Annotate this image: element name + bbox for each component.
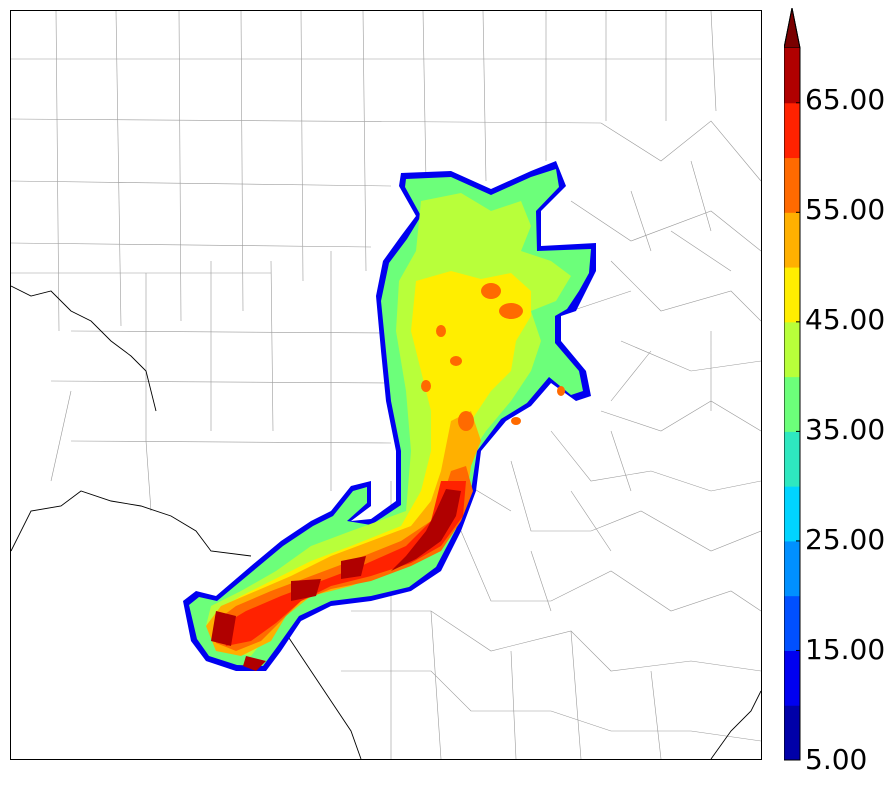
reflectivity-cell: [557, 386, 565, 396]
colorbar-segment: [784, 102, 800, 159]
colorbar-segment: [784, 540, 800, 597]
colorbar-tick-label: 25.00: [805, 523, 886, 556]
colorbar-segment: [784, 376, 800, 432]
colorbar-segment: [784, 705, 800, 761]
colorbar-segment: [784, 321, 800, 378]
reflectivity-cell: [421, 380, 431, 392]
contour-level-60: [221, 481, 466, 646]
colorbar-tick-label: 45.00: [805, 303, 886, 336]
reflectivity-cell: [511, 417, 521, 425]
contour-level-45: [211, 271, 531, 651]
map-canvas: [11, 11, 761, 759]
colorbar-tick-label: 35.00: [805, 413, 886, 446]
colorbar-segment: [784, 267, 800, 323]
colorbar-tick-label: 5.00: [805, 743, 868, 776]
colorbar-segment: [784, 650, 800, 706]
reflectivity-cell: [499, 303, 523, 319]
colorbar-tick-label: 55.00: [805, 193, 886, 226]
reflectivity-colorbar: 65.00 55.00 45.00 35.00 25.00 15.00 5.00: [783, 7, 894, 778]
reflectivity-contours: [183, 161, 596, 671]
colorbar-outline: [783, 7, 801, 761]
colorbar-tick-label: 15.00: [805, 633, 886, 666]
colorbar-segment: [784, 212, 800, 268]
county-boundaries: [11, 11, 761, 759]
colorbar-scale: [783, 7, 801, 761]
colorbar-segment: [784, 157, 800, 213]
reflectivity-cell: [458, 411, 474, 431]
reflectivity-cell: [436, 325, 446, 337]
reflectivity-cell: [481, 283, 501, 299]
colorbar-extend-triangle: [783, 7, 801, 49]
colorbar-segment: [784, 48, 800, 104]
colorbar-segment: [784, 486, 800, 542]
colorbar-segment: [784, 431, 800, 487]
colorbar-segment: [784, 595, 800, 651]
colorbar-tick-label: 65.00: [805, 83, 886, 116]
reflectivity-cell: [450, 356, 462, 366]
radar-reflectivity-map: [10, 10, 762, 760]
